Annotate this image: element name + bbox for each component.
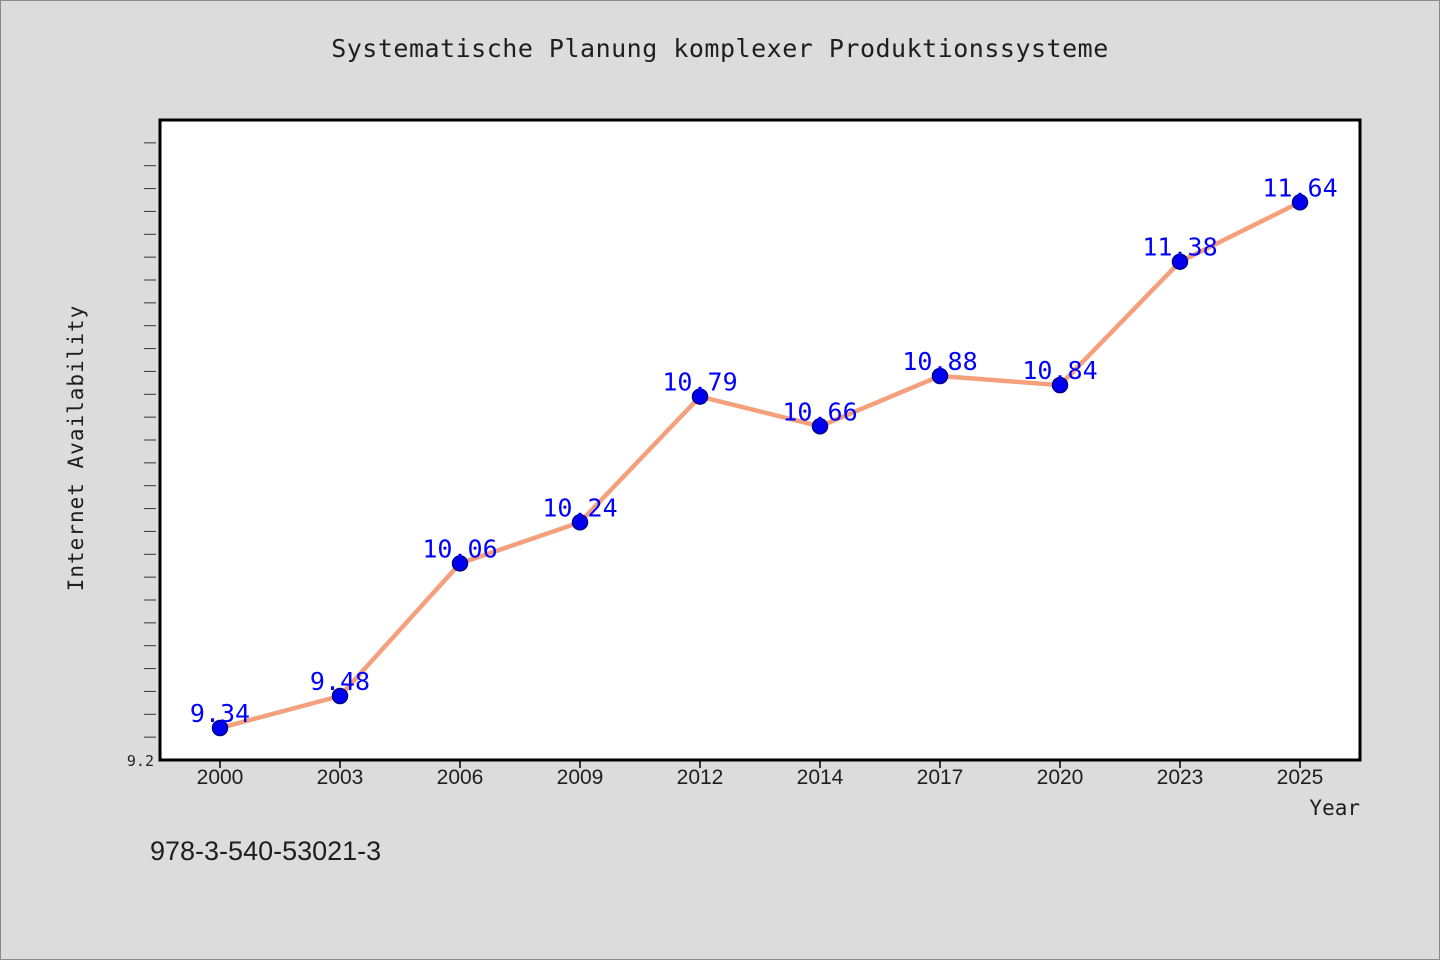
data-point	[1171, 253, 1189, 270]
data-point	[571, 514, 589, 531]
x-tick-label: 2023	[1157, 766, 1204, 789]
data-point	[931, 367, 949, 385]
series-line	[217, 200, 1303, 731]
data-label: 10.79	[662, 368, 737, 397]
x-tick-label: 2012	[677, 766, 724, 789]
y-tick-label: 9.2	[127, 752, 154, 770]
data-label: 10.06	[422, 534, 497, 563]
data-label: 11.38	[1142, 233, 1217, 262]
data-point	[691, 388, 709, 405]
data-label: 10.88	[902, 347, 977, 376]
x-tick-label: 2009	[557, 766, 604, 789]
x-tick-label: 2006	[437, 766, 484, 789]
data-label: 10.24	[542, 493, 617, 522]
data-point	[1291, 194, 1309, 211]
x-tick-label: 2014	[797, 766, 844, 789]
data-labels: 9.34 9.48 10.06 10.24 10.79 10.66 10.88 10.84 11…	[190, 173, 1338, 728]
data-point	[811, 418, 829, 435]
x-axis-label: Year	[1309, 796, 1360, 820]
series-group	[211, 194, 1309, 737]
data-point	[211, 719, 229, 737]
data-label: 10.66	[782, 397, 857, 426]
plot-area	[158, 118, 1362, 762]
data-label: 9.34	[190, 699, 250, 728]
y-axis-ticks: 9.2	[127, 142, 156, 770]
x-tick-label: 2017	[917, 766, 964, 789]
x-tick-label: 2003	[317, 766, 364, 789]
isbn-footnote: 978-3-540-53021-3	[150, 836, 382, 866]
data-label: 11.64	[1262, 173, 1337, 202]
x-axis-ticks: 2000 2003 2006 2009 2012 2014 2017 2020 2023 2025	[197, 760, 1324, 789]
data-point	[1051, 376, 1069, 394]
x-tick-label: 2025	[1277, 766, 1324, 789]
chart-title: Systematische Planung komplexer Produkti…	[331, 34, 1109, 63]
x-tick-label: 2000	[197, 766, 244, 789]
data-label: 10.84	[1022, 356, 1097, 385]
data-point	[331, 687, 349, 705]
data-label: 9.48	[310, 667, 370, 696]
data-point	[451, 555, 469, 572]
x-tick-label: 2020	[1037, 766, 1084, 789]
